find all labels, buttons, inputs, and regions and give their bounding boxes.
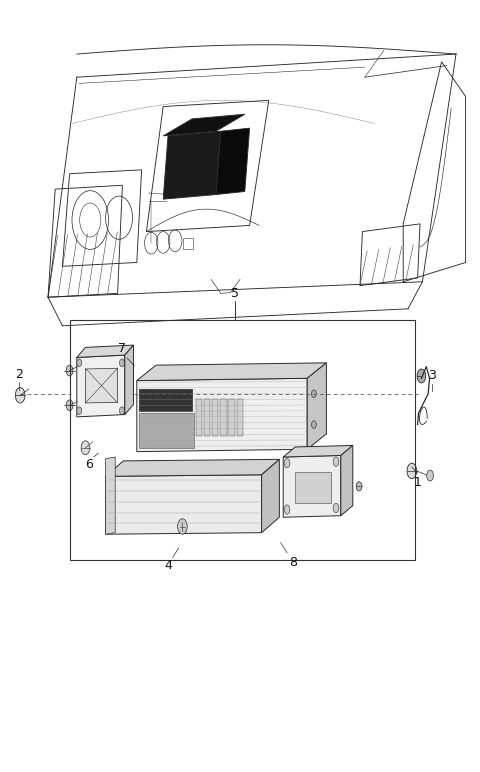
- Polygon shape: [77, 345, 133, 357]
- Circle shape: [77, 407, 82, 415]
- Circle shape: [417, 369, 426, 383]
- Circle shape: [356, 482, 362, 491]
- Circle shape: [178, 519, 187, 534]
- Bar: [237, 399, 243, 436]
- Circle shape: [427, 470, 433, 481]
- Polygon shape: [163, 114, 245, 136]
- Text: 3: 3: [428, 370, 436, 382]
- Text: 4: 4: [164, 559, 172, 571]
- Text: 7: 7: [119, 343, 126, 355]
- Circle shape: [312, 390, 316, 398]
- Polygon shape: [139, 389, 192, 411]
- Text: 8: 8: [289, 556, 297, 568]
- Bar: [204, 399, 210, 436]
- Polygon shape: [106, 475, 262, 534]
- Circle shape: [333, 503, 339, 513]
- Polygon shape: [163, 131, 221, 199]
- Bar: [183, 238, 193, 249]
- Circle shape: [284, 459, 290, 468]
- Bar: [295, 472, 331, 503]
- Polygon shape: [85, 368, 118, 403]
- Circle shape: [15, 388, 25, 403]
- Circle shape: [81, 441, 90, 455]
- Circle shape: [333, 457, 339, 466]
- Bar: [139, 413, 194, 448]
- Text: 5: 5: [231, 286, 239, 300]
- Polygon shape: [283, 455, 341, 517]
- Text: 6: 6: [85, 459, 93, 471]
- Text: 2: 2: [15, 368, 23, 381]
- Bar: [228, 399, 235, 436]
- Polygon shape: [106, 457, 115, 534]
- Circle shape: [284, 505, 290, 514]
- Polygon shape: [137, 378, 307, 452]
- Circle shape: [77, 359, 82, 367]
- Bar: [196, 399, 202, 436]
- Polygon shape: [216, 128, 250, 195]
- Circle shape: [66, 365, 73, 376]
- Circle shape: [66, 400, 73, 411]
- Polygon shape: [106, 459, 279, 476]
- Circle shape: [120, 359, 124, 367]
- Circle shape: [407, 463, 417, 479]
- Circle shape: [312, 421, 316, 428]
- Bar: [220, 399, 227, 436]
- Polygon shape: [137, 363, 326, 381]
- Bar: [70, 320, 415, 560]
- Circle shape: [120, 407, 124, 415]
- Bar: [212, 399, 218, 436]
- Text: 1: 1: [414, 476, 421, 489]
- Polygon shape: [262, 459, 279, 533]
- Polygon shape: [77, 355, 125, 417]
- Polygon shape: [283, 445, 353, 457]
- Polygon shape: [341, 445, 353, 516]
- Polygon shape: [307, 363, 326, 449]
- Polygon shape: [125, 345, 133, 415]
